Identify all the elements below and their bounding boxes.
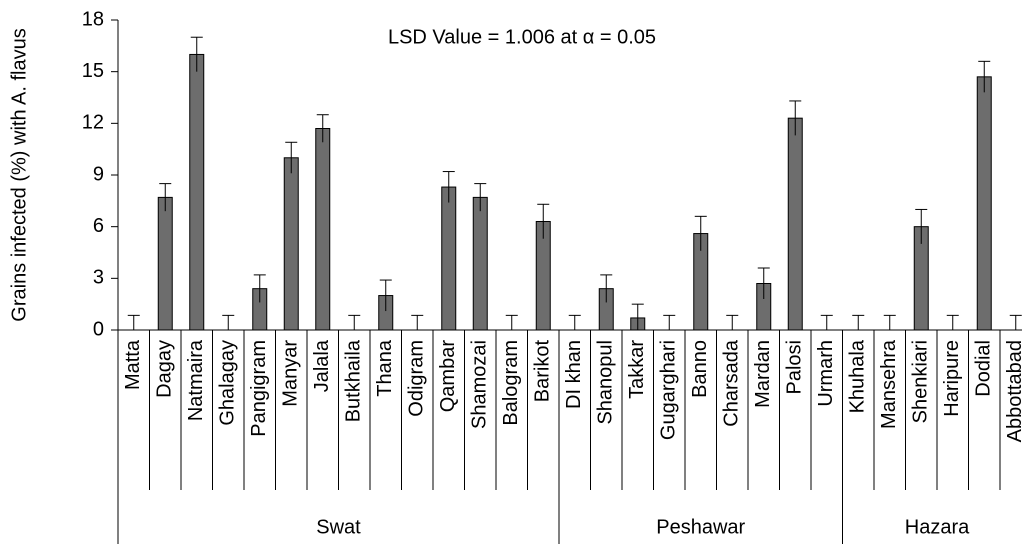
x-tick-label: Dagay <box>154 340 176 398</box>
x-tick-label: Khuhala <box>847 339 869 413</box>
bar <box>472 196 488 331</box>
x-tick-label: Charsada <box>721 339 743 427</box>
bar <box>157 196 173 331</box>
group-label: Swat <box>316 516 361 538</box>
x-tick-label: Mansehra <box>878 339 900 429</box>
x-tick-label: Haripure <box>941 340 963 417</box>
bar <box>189 53 205 331</box>
x-tick-label: Pangigram <box>248 340 270 437</box>
x-tick-label: Urmarh <box>815 340 837 407</box>
x-tick-label: Ghalagay <box>217 340 239 426</box>
x-tick-label: Matta <box>122 339 144 390</box>
y-tick-label: 0 <box>93 318 104 340</box>
x-tick-label: Palosi <box>784 340 806 394</box>
bar <box>315 128 331 331</box>
x-tick-label: Balogram <box>500 340 522 426</box>
x-tick-label: Barikot <box>532 340 554 403</box>
x-tick-label: Shanopul <box>595 340 617 425</box>
y-axis-label: Grains infected (%) with A. flavus <box>8 28 30 321</box>
bar <box>976 76 992 331</box>
y-tick-label: 6 <box>93 215 104 237</box>
x-tick-label: Gugarghari <box>658 340 680 440</box>
group-label: Hazara <box>905 516 970 538</box>
x-tick-label: Natmaira <box>185 339 207 421</box>
y-tick-label: 3 <box>93 267 104 289</box>
x-tick-label: Banno <box>689 340 711 398</box>
x-tick-label: Jalala <box>311 339 333 392</box>
y-tick-label: 15 <box>82 60 104 82</box>
bar <box>787 117 803 331</box>
annotation: LSD Value = 1.006 at α = 0.05 <box>388 26 656 48</box>
x-tick-label: Manyar <box>280 340 302 407</box>
bar <box>441 186 457 331</box>
x-tick-label: Shenkiari <box>910 340 932 423</box>
x-tick-label: Odigram <box>406 340 428 417</box>
x-tick-label: Abbottabad <box>1004 340 1022 442</box>
bar <box>283 157 299 331</box>
x-tick-label: Dodial <box>973 340 995 397</box>
y-tick-label: 12 <box>82 112 104 134</box>
x-tick-label: Takkar <box>626 340 648 399</box>
x-tick-label: Thana <box>374 339 396 397</box>
y-tick-label: 9 <box>93 163 104 185</box>
y-tick-label: 18 <box>82 8 104 30</box>
x-tick-label: Butkhaila <box>343 339 365 422</box>
x-tick-label: Shamozai <box>469 340 491 429</box>
group-label: Peshawar <box>656 516 745 538</box>
x-tick-label: Qambar <box>437 340 459 413</box>
x-tick-label: DI khan <box>563 340 585 409</box>
x-tick-label: Mardan <box>752 340 774 408</box>
